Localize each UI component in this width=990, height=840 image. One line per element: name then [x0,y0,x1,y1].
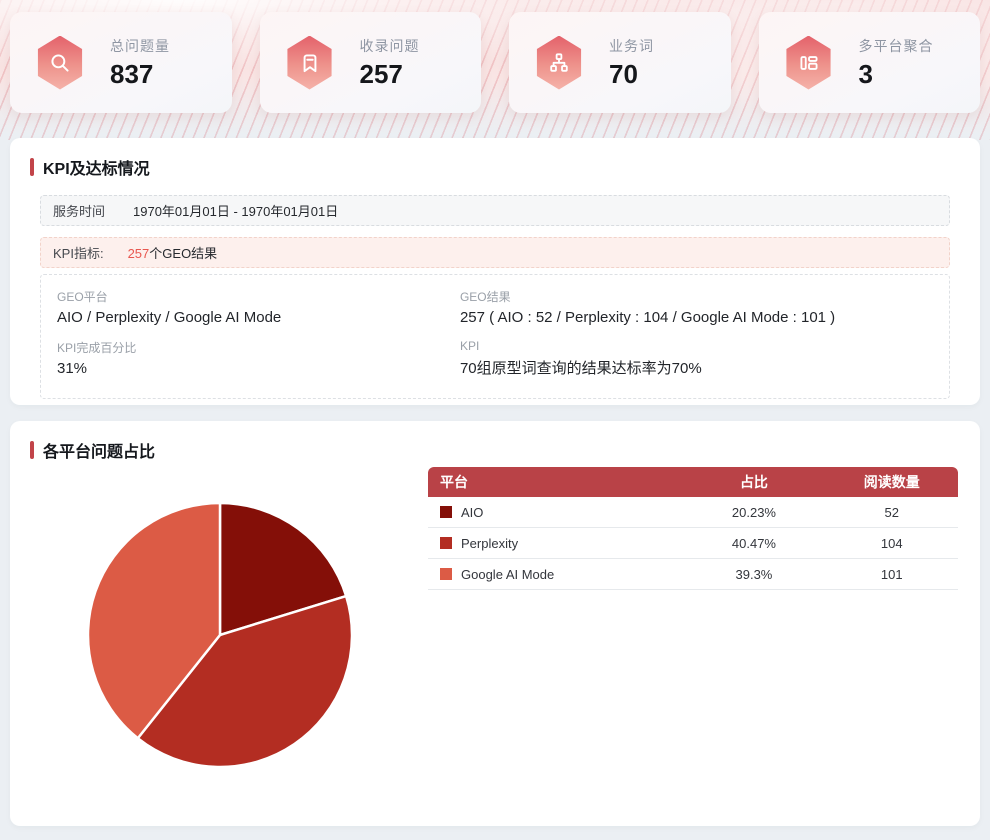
search-icon [47,50,73,76]
platform-percent: 20.23% [731,504,776,520]
layout-icon [796,50,822,76]
stat-card-label: 总问题量 [110,37,170,54]
kpi-detail-value: AIO / Perplexity / Google AI Mode [57,309,282,326]
stat-icon-hexagon [536,35,582,90]
stat-card: 多平台聚合 3 [758,12,980,113]
kpi-details-grid: GEO平台 AIO / Perplexity / Google AI Mode … [40,274,950,399]
platform-name: Google AI Mode [461,566,555,582]
kpi-target-box: KPI指标: 257个GEO结果 [40,237,950,268]
service-time-box: 服务时间 1970年01月01日 - 1970年01月01日 [40,195,950,226]
kpi-detail-item: KPI 70组原型词查询的结果达标率为70% [460,339,933,378]
stat-card-value: 70 [609,58,638,89]
legend-swatch [440,568,452,580]
stat-cards-row: 总问题量 837 收录问题 257 业务词 70 [10,12,980,113]
legend-swatch [440,537,452,549]
kpi-detail-value: 31% [57,360,88,377]
kpi-detail-label: KPI [459,339,480,353]
table-row: Perplexity 40.47% 104 [428,528,958,559]
kpi-detail-label: GEO平台 [57,290,108,304]
kpi-detail-item: GEO平台 AIO / Perplexity / Google AI Mode [57,288,460,326]
stat-card-label: 收录问题 [359,37,420,54]
kpi-detail-label: KPI完成百分比 [57,341,137,355]
kpi-title-text: KPI及达标情况 [43,161,150,178]
platform-share-panel: 各平台问题占比 平台 占比 阅读数量 AIO 20.23% 52 [10,421,980,826]
platform-name: AIO [461,504,484,520]
kpi-detail-item: KPI完成百分比 31% [57,339,460,378]
pie-svg [86,501,354,769]
kpi-target-highlight: 257 [127,246,150,261]
platform-name: Perplexity [461,535,519,551]
stat-card: 收录问题 257 [259,12,481,113]
stat-card-label: 多平台聚合 [858,37,934,54]
column-header-percent: 占比 [739,474,768,490]
service-time-label: 服务时间 [53,204,106,219]
stat-icon-hexagon [786,35,831,90]
platform-pie-chart [55,470,385,800]
platform-table-header: 平台 占比 阅读数量 [428,467,958,497]
bookmark-icon [297,50,323,76]
service-time-value: 1970年01月01日 - 1970年01月01日 [133,204,339,219]
platform-count: 52 [884,504,899,520]
kpi-panel: KPI及达标情况 服务时间 1970年01月01日 - 1970年01月01日 … [10,138,980,405]
pie-slice[interactable] [218,501,348,637]
kpi-target-label: KPI指标: [53,246,104,261]
sitemap-icon [546,50,572,76]
stat-icon-hexagon [37,35,83,90]
platform-table-body: AIO 20.23% 52 Perplexity 40.47% 104 [428,497,958,590]
kpi-target-suffix: 个GEO结果 [149,246,218,261]
pie-slice[interactable] [136,594,354,769]
pie-slice[interactable] [86,501,222,740]
column-header-platform: 平台 [440,474,468,490]
platform-table: 平台 占比 阅读数量 AIO 20.23% 52 Perp [428,467,958,590]
stat-card-value: 257 [359,58,403,89]
stat-card-value: 837 [110,58,154,89]
table-row: Google AI Mode 39.3% 101 [428,559,958,590]
stat-card-label: 业务词 [609,37,654,54]
kpi-section-title: KPI及达标情况 [30,155,960,179]
kpi-detail-item: GEO结果 257 ( AIO : 52 / Perplexity : 104 … [460,288,933,326]
platform-percent: 39.3% [735,566,773,582]
platform-count: 101 [880,566,903,582]
kpi-detail-value: 70组原型词查询的结果达标率为70% [459,360,702,377]
platform-percent: 40.47% [731,535,776,551]
legend-swatch [440,506,452,518]
title-accent-bar [30,158,34,176]
platform-title-text: 各平台问题占比 [43,444,156,461]
table-row: AIO 20.23% 52 [428,497,958,528]
platform-count: 104 [880,535,903,551]
stat-card: 业务词 70 [509,12,731,113]
title-accent-bar [30,441,34,459]
stat-icon-hexagon [287,35,332,90]
kpi-detail-label: GEO结果 [459,290,511,304]
stat-card-value: 3 [858,58,873,89]
column-header-count: 阅读数量 [863,474,920,490]
kpi-detail-value: 257 ( AIO : 52 / Perplexity : 104 / Goog… [459,309,836,326]
stat-card: 总问题量 837 [10,12,232,113]
platform-section-title: 各平台问题占比 [30,438,960,462]
